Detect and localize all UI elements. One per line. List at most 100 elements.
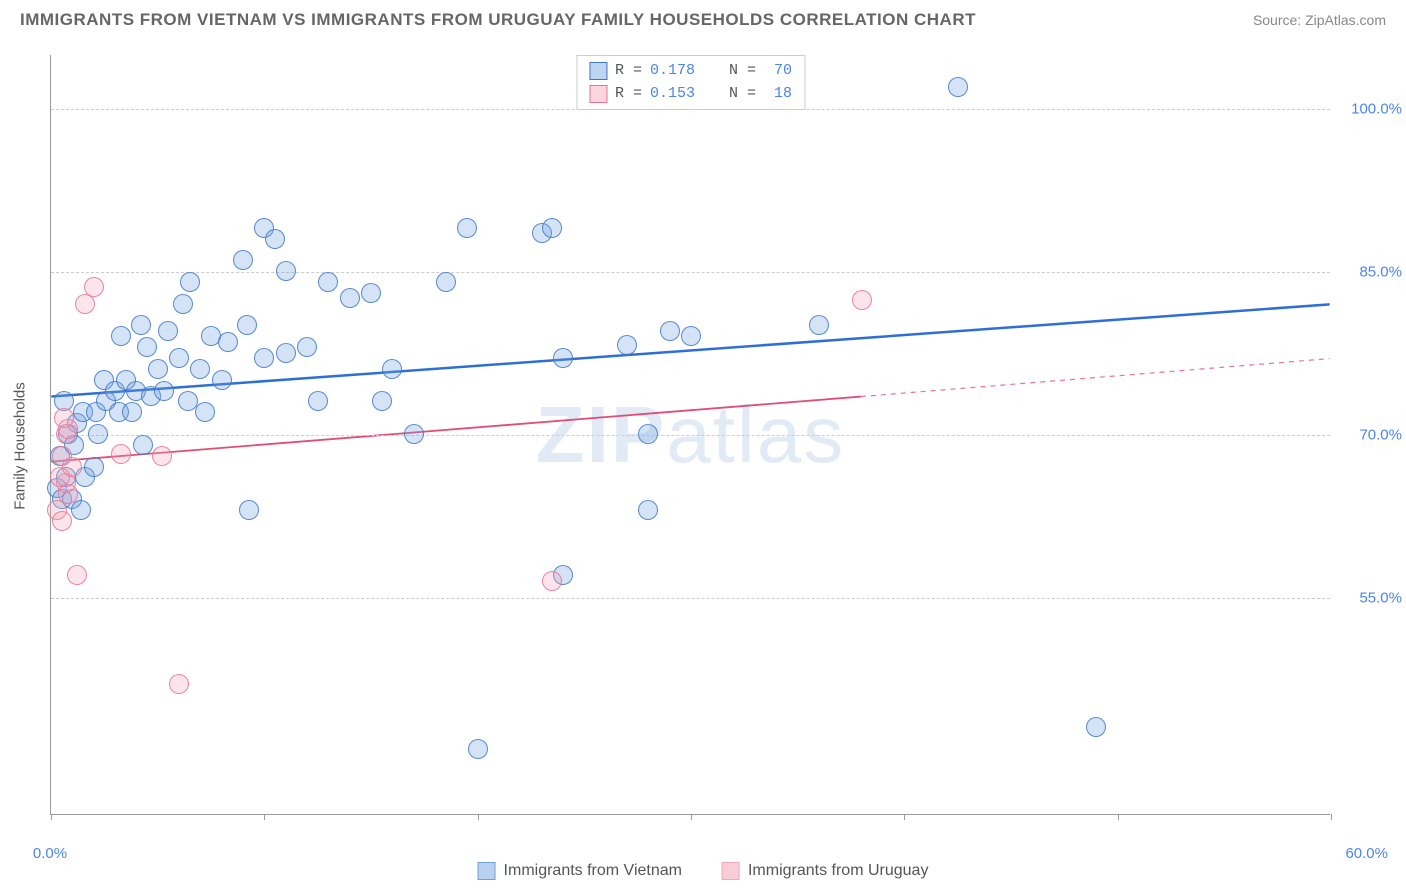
legend-row: R = 0.153 N = 18 (589, 83, 792, 106)
data-point (809, 315, 829, 335)
data-point (88, 424, 108, 444)
data-point (158, 321, 178, 341)
data-point (318, 272, 338, 292)
data-point (276, 343, 296, 363)
data-point (265, 229, 285, 249)
y-tick-label: 85.0% (1342, 264, 1402, 281)
n-label: N = (729, 83, 756, 106)
y-tick-label: 55.0% (1342, 589, 1402, 606)
data-point (62, 457, 82, 477)
data-point (84, 457, 104, 477)
r-value: 0.178 (650, 60, 695, 83)
x-tick (904, 814, 905, 820)
legend-item: Immigrants from Uruguay (722, 862, 929, 880)
x-tick (691, 814, 692, 820)
r-label: R = (615, 83, 642, 106)
data-point (852, 290, 872, 310)
n-label: N = (729, 60, 756, 83)
legend-item: Immigrants from Vietnam (478, 862, 682, 880)
data-point (133, 435, 153, 455)
correlation-legend: R = 0.178 N = 70 R = 0.153 N = 18 (576, 55, 805, 110)
data-point (542, 218, 562, 238)
data-point (169, 348, 189, 368)
data-point (382, 359, 402, 379)
data-point (212, 370, 232, 390)
legend-swatch (589, 85, 607, 103)
data-point (154, 381, 174, 401)
data-point (308, 391, 328, 411)
data-point (190, 359, 210, 379)
data-point (52, 511, 72, 531)
legend-label: Immigrants from Vietnam (504, 862, 682, 880)
data-point (372, 391, 392, 411)
data-point (233, 250, 253, 270)
legend-swatch (478, 862, 496, 880)
data-point (122, 402, 142, 422)
data-point (681, 326, 701, 346)
scatter-plot: ZIPatlas R =0.178 N =70R =0.153 N =18 55… (50, 55, 1330, 815)
data-point (137, 337, 157, 357)
r-label: R = (615, 60, 642, 83)
series-legend: Immigrants from Vietnam Immigrants from U… (478, 862, 929, 880)
x-tick (51, 814, 52, 820)
data-point (542, 571, 562, 591)
data-point (169, 674, 189, 694)
data-point (67, 565, 87, 585)
data-point (180, 272, 200, 292)
legend-swatch (589, 62, 607, 80)
watermark-thin: atlas (666, 390, 845, 479)
data-point (617, 335, 637, 355)
data-point (340, 288, 360, 308)
gridline-h (51, 109, 1330, 110)
r-value: 0.153 (650, 83, 695, 106)
x-tick (264, 814, 265, 820)
y-tick-label: 70.0% (1342, 427, 1402, 444)
chart-header: IMMIGRANTS FROM VIETNAM VS IMMIGRANTS FR… (20, 10, 1386, 30)
n-value: 70 (764, 60, 792, 83)
data-point (436, 272, 456, 292)
gridline-h (51, 272, 1330, 273)
chart-title: IMMIGRANTS FROM VIETNAM VS IMMIGRANTS FR… (20, 10, 976, 30)
data-point (468, 739, 488, 759)
data-point (457, 218, 477, 238)
gridline-h (51, 435, 1330, 436)
x-tick (478, 814, 479, 820)
data-point (297, 337, 317, 357)
data-point (148, 359, 168, 379)
data-point (218, 332, 238, 352)
data-point (948, 77, 968, 97)
x-min-label: 0.0% (33, 845, 67, 862)
n-value: 18 (764, 83, 792, 106)
data-point (404, 424, 424, 444)
data-point (239, 500, 259, 520)
trend-line (51, 397, 861, 462)
data-point (254, 348, 274, 368)
data-point (195, 402, 215, 422)
data-point (84, 277, 104, 297)
source-label: Source: ZipAtlas.com (1253, 12, 1386, 28)
data-point (111, 326, 131, 346)
x-tick (1331, 814, 1332, 820)
data-point (361, 283, 381, 303)
data-point (638, 424, 658, 444)
data-point (131, 315, 151, 335)
data-point (152, 446, 172, 466)
data-point (1086, 717, 1106, 737)
y-tick-label: 100.0% (1342, 101, 1402, 118)
data-point (111, 444, 131, 464)
data-point (58, 484, 78, 504)
y-axis-label: Family Households (12, 382, 29, 510)
x-max-label: 60.0% (1345, 845, 1388, 862)
data-point (660, 321, 680, 341)
data-point (58, 419, 78, 439)
data-point (173, 294, 193, 314)
legend-label: Immigrants from Uruguay (748, 862, 929, 880)
gridline-h (51, 598, 1330, 599)
legend-row: R = 0.178 N = 70 (589, 60, 792, 83)
legend-swatch (722, 862, 740, 880)
trend-line (861, 359, 1330, 397)
data-point (638, 500, 658, 520)
data-point (553, 348, 573, 368)
data-point (276, 261, 296, 281)
data-point (71, 500, 91, 520)
